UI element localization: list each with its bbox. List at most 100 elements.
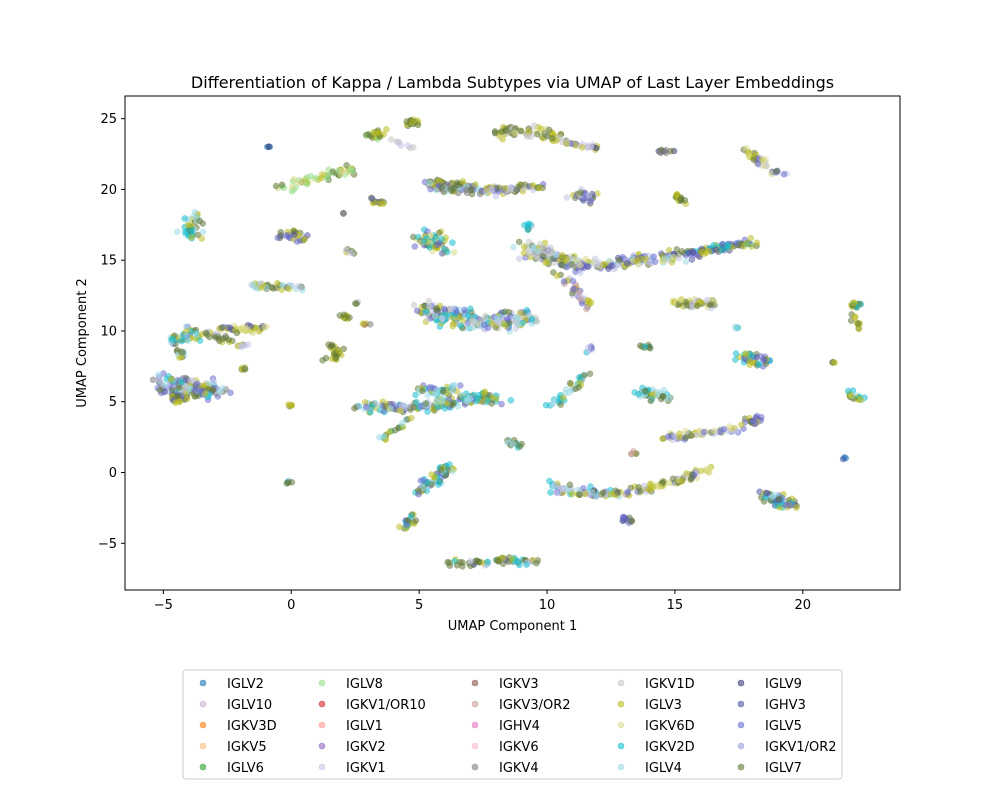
data-point	[181, 215, 188, 222]
data-point	[579, 144, 586, 151]
data-point	[363, 403, 370, 411]
data-point	[336, 312, 344, 319]
data-point	[831, 359, 838, 367]
data-point	[775, 495, 783, 503]
data-point	[484, 558, 491, 565]
y-tick-label: −5	[98, 537, 117, 552]
data-point	[466, 324, 473, 332]
data-point	[202, 390, 209, 397]
data-point	[455, 189, 462, 197]
legend-label: IGLV6	[227, 761, 264, 776]
data-point	[700, 428, 708, 436]
data-point	[205, 380, 212, 387]
legend-item: IGHV4	[471, 719, 540, 734]
data-point	[793, 504, 800, 511]
data-point	[398, 419, 406, 427]
data-point	[560, 278, 568, 285]
data-point	[563, 385, 570, 393]
data-point	[533, 130, 541, 138]
data-point	[624, 488, 631, 496]
data-point	[569, 490, 576, 497]
data-point	[577, 262, 584, 269]
data-point	[588, 489, 596, 496]
y-tick-label: 25	[100, 112, 117, 127]
data-point	[534, 247, 541, 255]
x-axis-title: UMAP Component 1	[448, 619, 577, 634]
data-point	[413, 307, 421, 315]
data-point	[694, 302, 701, 309]
data-point	[193, 380, 201, 388]
legend-item: IGLV10	[199, 698, 272, 713]
data-point	[474, 395, 482, 403]
data-point	[663, 146, 670, 154]
data-point	[419, 387, 426, 395]
data-point	[575, 289, 583, 296]
legend-item: IGLV6	[199, 761, 264, 776]
data-point	[642, 255, 649, 262]
legend-item: IGKV6D	[617, 719, 695, 734]
data-point	[449, 320, 457, 327]
data-point	[582, 255, 590, 263]
y-tick-label: 15	[100, 254, 117, 269]
data-point	[450, 249, 458, 256]
legend-item: IGLV3	[617, 698, 682, 713]
data-point	[553, 272, 561, 279]
data-point	[411, 243, 419, 250]
data-point	[677, 296, 684, 303]
data-point	[520, 249, 528, 257]
legend-label: IGLV10	[227, 698, 272, 713]
data-point	[623, 260, 631, 267]
data-point	[682, 434, 689, 441]
data-point	[780, 171, 788, 178]
data-point	[661, 255, 668, 262]
data-point	[261, 323, 268, 331]
data-point	[628, 518, 635, 525]
data-point	[524, 220, 532, 227]
data-point	[367, 321, 374, 328]
data-point	[538, 125, 545, 133]
data-point	[423, 308, 430, 315]
data-point	[501, 308, 509, 315]
data-point	[569, 277, 577, 285]
data-point	[297, 283, 304, 291]
data-point	[446, 562, 454, 569]
data-point	[666, 394, 673, 402]
data-point	[495, 557, 502, 565]
data-point	[433, 387, 440, 395]
data-point	[438, 235, 445, 243]
data-point	[682, 258, 690, 265]
data-point	[269, 285, 277, 292]
data-point	[156, 377, 164, 385]
data-point	[216, 388, 223, 395]
data-point	[697, 467, 705, 475]
legend-label: IGLV8	[346, 677, 383, 692]
data-point	[773, 167, 780, 175]
data-point	[732, 240, 740, 247]
legend-marker	[199, 679, 207, 687]
data-point	[498, 400, 505, 408]
data-point	[743, 239, 750, 247]
data-point	[274, 234, 281, 241]
legend-marker	[737, 742, 745, 750]
data-point	[472, 181, 479, 188]
data-point	[329, 168, 337, 175]
data-point	[504, 315, 511, 322]
data-point	[757, 353, 764, 360]
data-point	[547, 489, 554, 496]
data-point	[161, 381, 169, 388]
data-point	[510, 244, 517, 251]
legend-marker	[617, 700, 625, 708]
data-point	[523, 561, 530, 568]
data-point	[282, 232, 290, 239]
legend-marker	[471, 679, 479, 687]
legend-marker	[617, 721, 625, 729]
data-point	[182, 332, 190, 339]
legend-item: IGLV5	[737, 719, 802, 734]
data-point	[516, 443, 524, 450]
data-point	[218, 324, 225, 332]
legend-label: IGHV3	[765, 698, 806, 713]
data-point	[614, 488, 622, 496]
data-point	[713, 246, 720, 254]
data-point	[303, 174, 311, 181]
data-point	[332, 354, 339, 362]
